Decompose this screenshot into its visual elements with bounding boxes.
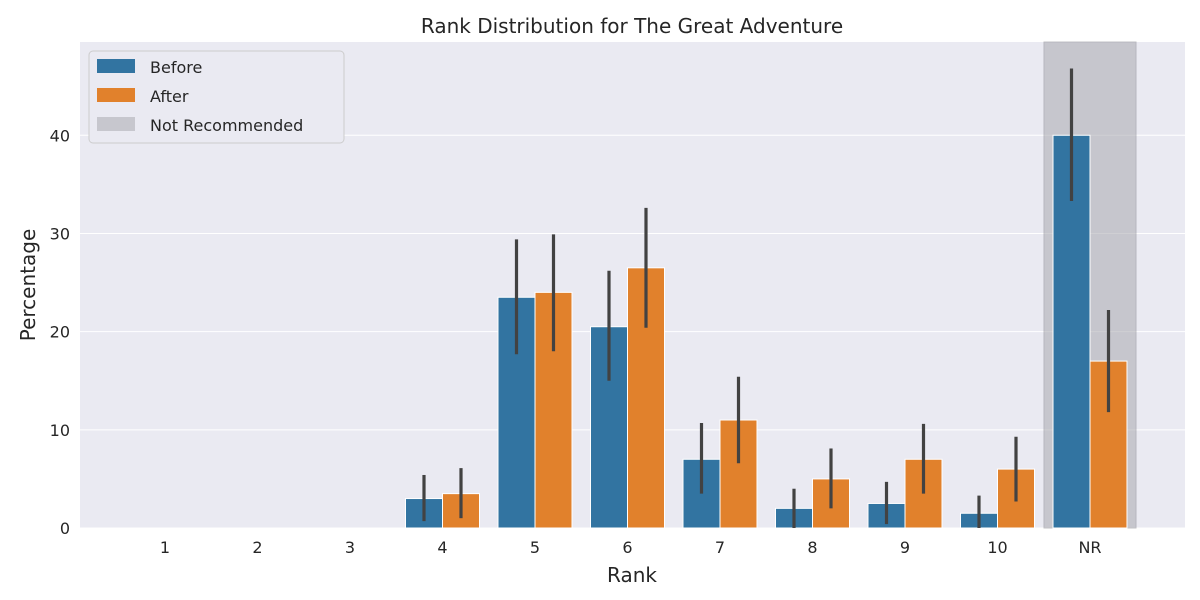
y-tick-label: 20 bbox=[50, 323, 70, 342]
error-bars-group bbox=[422, 68, 1111, 528]
y-tick-label: 0 bbox=[60, 519, 70, 538]
x-tick-label: 2 bbox=[252, 538, 262, 557]
x-axis-ticks: 1 2 3 4 5 6 7 8 9 10 NR bbox=[160, 538, 1102, 557]
x-tick-label: 9 bbox=[900, 538, 910, 557]
legend-swatch-not-recommended bbox=[97, 117, 135, 131]
x-tick-label: 1 bbox=[160, 538, 170, 557]
legend-swatch-before bbox=[97, 59, 135, 73]
x-tick-label: 4 bbox=[437, 538, 447, 557]
x-tick-label: 3 bbox=[345, 538, 355, 557]
x-tick-label: 7 bbox=[715, 538, 725, 557]
x-tick-label: 6 bbox=[622, 538, 632, 557]
chart-title: Rank Distribution for The Great Adventur… bbox=[421, 14, 843, 38]
x-tick-label: NR bbox=[1078, 538, 1101, 557]
legend-label-before: Before bbox=[150, 58, 202, 77]
y-tick-label: 10 bbox=[50, 421, 70, 440]
x-axis-title: Rank bbox=[607, 563, 657, 587]
legend-label-not-recommended: Not Recommended bbox=[150, 116, 303, 135]
y-axis-title: Percentage bbox=[16, 229, 40, 342]
y-tick-label: 30 bbox=[50, 224, 70, 243]
x-tick-label: 8 bbox=[807, 538, 817, 557]
legend-box bbox=[88, 50, 345, 144]
x-tick-label: 5 bbox=[530, 538, 540, 557]
legend-label-after: After bbox=[150, 87, 189, 106]
legend: Before After Not Recommended bbox=[88, 50, 345, 144]
y-axis-ticks: 0 10 20 30 40 bbox=[50, 126, 70, 538]
legend-swatch-after bbox=[97, 88, 135, 102]
y-tick-label: 40 bbox=[50, 126, 70, 145]
x-tick-label: 10 bbox=[987, 538, 1007, 557]
